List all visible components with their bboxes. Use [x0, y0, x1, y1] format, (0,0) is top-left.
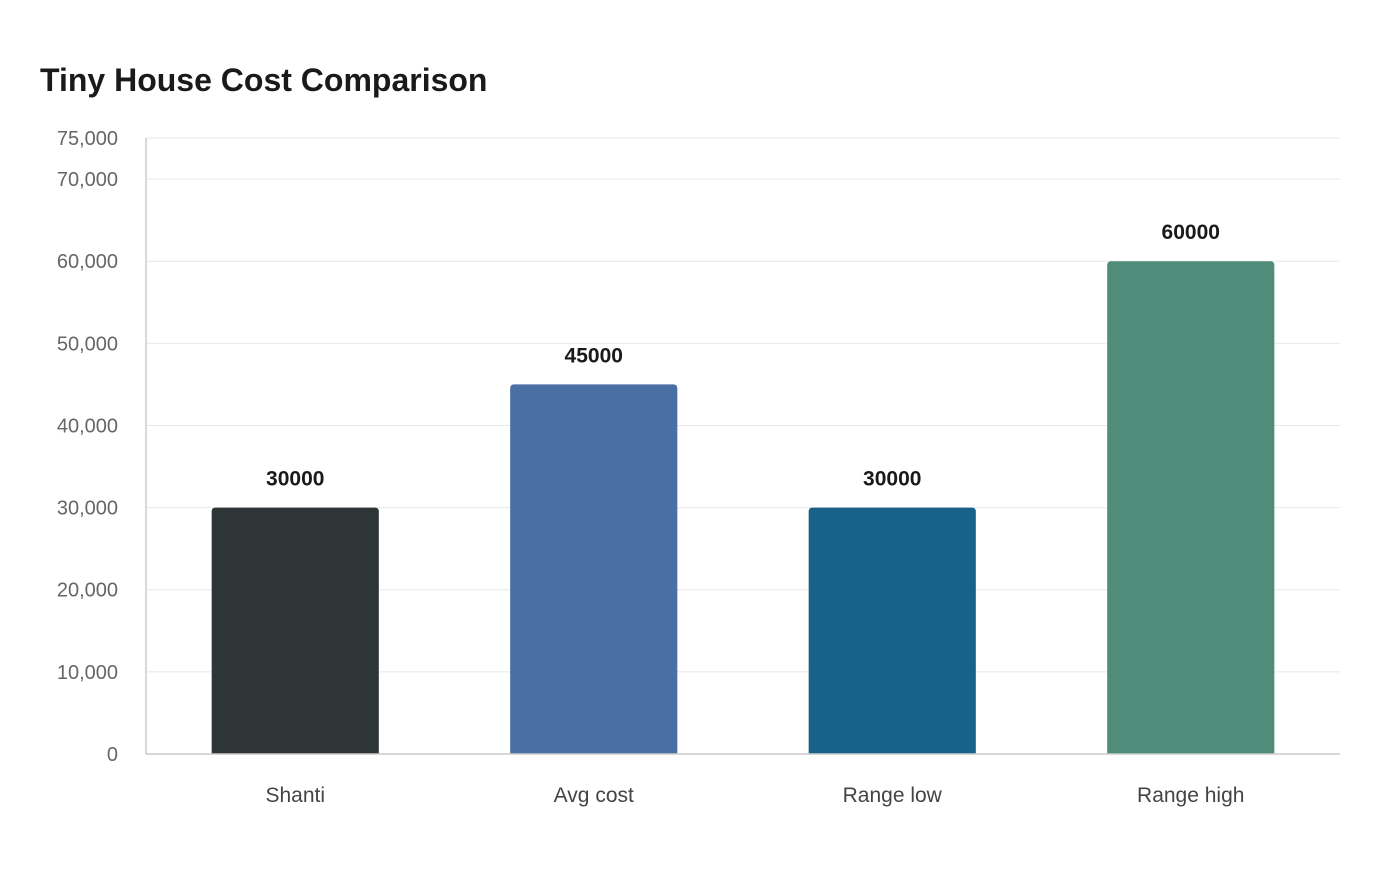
- y-tick-label: 40,000: [57, 415, 118, 437]
- y-tick-label: 20,000: [57, 580, 118, 602]
- bar: [808, 507, 976, 754]
- y-tick-label: 60,000: [57, 251, 118, 273]
- bar: [510, 384, 678, 754]
- y-axis-ticks: 0 10,000 20,000 30,000 40,000 50,000 60,000 70,…: [57, 128, 118, 766]
- y-tick-label: 0: [107, 744, 118, 766]
- y-tick-label: 30,000: [57, 498, 118, 520]
- x-tick-label: Range low: [843, 784, 943, 807]
- data-label: 45000: [565, 344, 623, 367]
- y-tick-label: 10,000: [57, 662, 118, 684]
- x-axis-ticks: Shanti Avg cost Range low Range high: [265, 784, 1244, 807]
- bar: [211, 507, 379, 754]
- data-label: 30000: [266, 468, 324, 491]
- bars: [211, 261, 1275, 754]
- y-tick-label: 50,000: [57, 333, 118, 355]
- chart-title: Tiny House Cost Comparison: [40, 62, 488, 98]
- data-label: 30000: [863, 468, 921, 491]
- data-label: 60000: [1162, 221, 1220, 244]
- y-tick-label: 70,000: [57, 169, 118, 191]
- data-labels: 30000 45000 30000 60000: [266, 221, 1220, 490]
- x-tick-label: Shanti: [265, 784, 325, 807]
- bar: [1107, 261, 1275, 754]
- y-tick-label: 75,000: [57, 128, 118, 150]
- x-tick-label: Avg cost: [554, 784, 634, 807]
- x-tick-label: Range high: [1137, 784, 1244, 807]
